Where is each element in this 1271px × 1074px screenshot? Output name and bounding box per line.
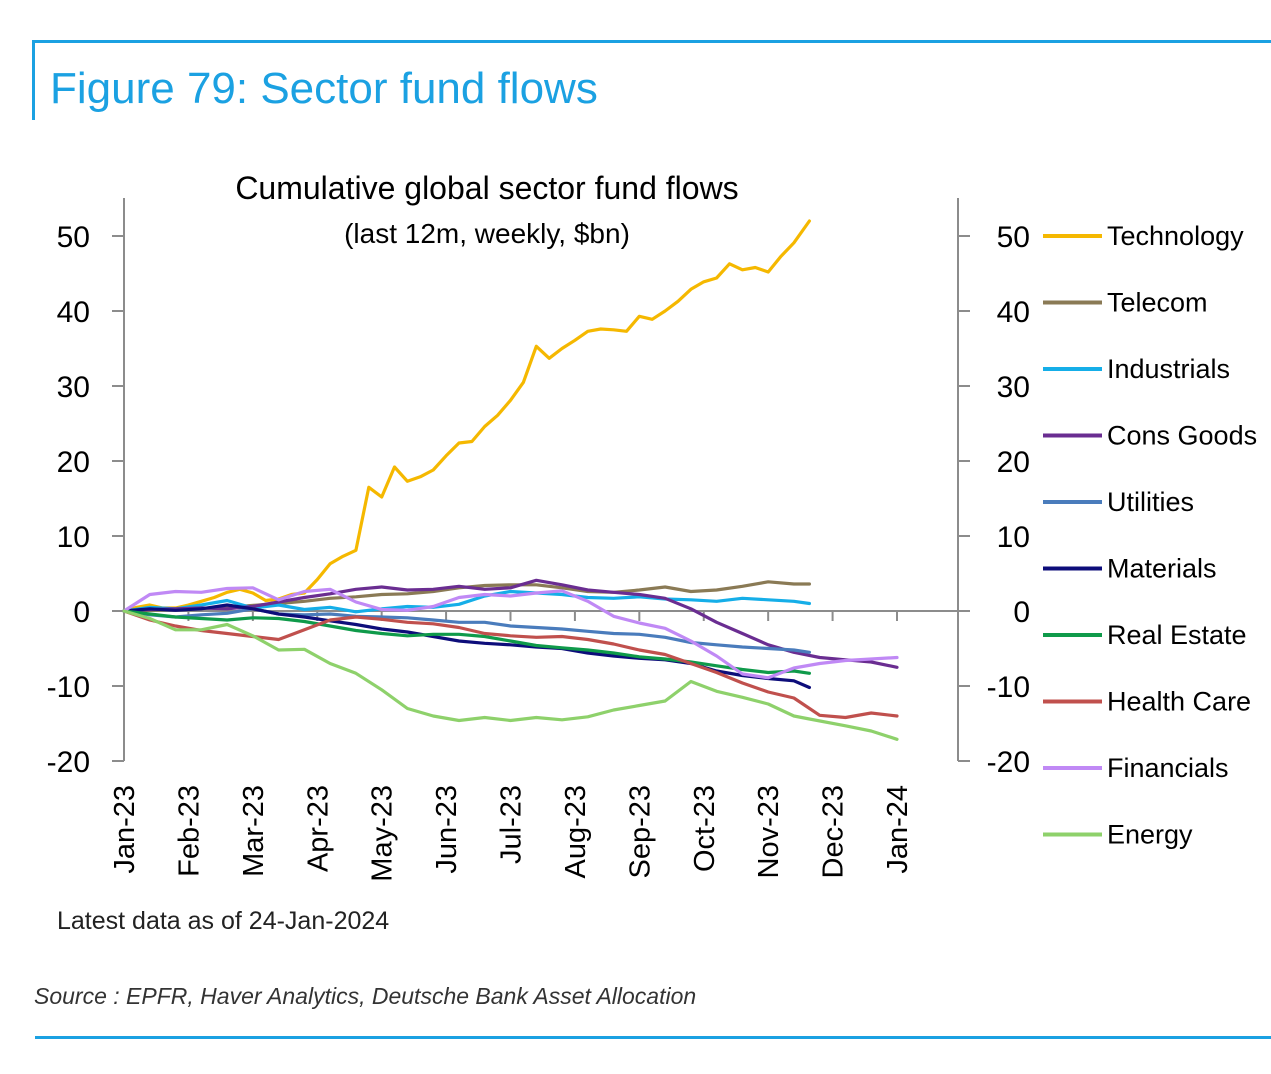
- x-tick-label: May-23: [367, 785, 399, 882]
- series-line-energy: [122, 609, 899, 741]
- series-line-industrials: [122, 589, 811, 614]
- x-tick-label: Nov-23: [753, 785, 785, 879]
- series-line-technology: [122, 219, 811, 613]
- y-tick-label-left: 40: [57, 296, 90, 329]
- figure-title: Figure 79: Sector fund flows: [50, 64, 598, 113]
- chart-title: Cumulative global sector fund flows: [235, 170, 738, 206]
- left-rule: [32, 40, 35, 120]
- y-tick-label-left: -20: [47, 746, 90, 779]
- axes: 50 50 40 40 30 30 20 20 10 10 0 0 -10 -10 -20 -20 Jan-23…: [47, 198, 1030, 882]
- x-tick-label: Jan-23: [109, 785, 141, 874]
- x-tick-label: Jul-23: [496, 785, 528, 864]
- series-line-telecom: [122, 580, 811, 613]
- series-line-utilities: [122, 607, 811, 654]
- series-layer: [122, 219, 899, 741]
- x-tick-label: Jan-24: [882, 785, 914, 874]
- series-line-cons-goods: [122, 578, 899, 669]
- y-tick-label-left: 30: [57, 371, 90, 404]
- series-line-real-estate: [122, 609, 811, 675]
- data-note: Latest data as of 24-Jan-2024: [57, 907, 390, 935]
- y-tick-label-right: 0: [1013, 596, 1030, 629]
- y-tick-label-left: 10: [57, 521, 90, 554]
- legend-label-industrials: Industrials: [1107, 354, 1230, 384]
- legend-label-financials: Financials: [1107, 753, 1229, 783]
- y-tick-label-right: 20: [997, 446, 1030, 479]
- legend-label-utilities: Utilities: [1107, 487, 1194, 517]
- legend-label-health-care: Health Care: [1107, 687, 1251, 717]
- y-tick-label-right: -20: [987, 746, 1030, 779]
- y-tick-label-right: -10: [987, 671, 1030, 704]
- y-tick-label-left: -10: [47, 671, 90, 704]
- y-tick-label-right: 50: [997, 221, 1030, 254]
- legend: Technology Telecom Industrials Cons Goods Ut…: [1043, 221, 1257, 850]
- x-tick-label: Aug-23: [560, 785, 592, 879]
- series-line-financials: [122, 586, 899, 680]
- x-tick-label: Dec-23: [818, 785, 850, 879]
- y-tick-label-right: 10: [997, 521, 1030, 554]
- y-tick-label-left: 0: [73, 596, 90, 629]
- chart-subtitle: (last 12m, weekly, $bn): [344, 218, 630, 249]
- y-tick-label-left: 20: [57, 446, 90, 479]
- legend-label-cons-goods: Cons Goods: [1107, 421, 1257, 451]
- legend-label-telecom: Telecom: [1107, 288, 1208, 318]
- x-tick-label: Oct-23: [689, 785, 721, 872]
- legend-label-materials: Materials: [1107, 554, 1217, 584]
- y-tick-label-right: 40: [997, 296, 1030, 329]
- x-tick-label: Sep-23: [624, 785, 656, 879]
- x-tick-label: Apr-23: [302, 785, 334, 872]
- legend-label-real-estate: Real Estate: [1107, 620, 1247, 650]
- legend-label-energy: Energy: [1107, 820, 1193, 850]
- y-tick-label-left: 50: [57, 221, 90, 254]
- bottom-rule: [35, 1036, 1271, 1039]
- x-tick-label: Jun-23: [431, 785, 463, 874]
- source-note: Source : EPFR, Haver Analytics, Deutsche…: [34, 983, 697, 1009]
- top-rule: [32, 40, 1271, 43]
- y-tick-label-right: 30: [997, 371, 1030, 404]
- legend-label-technology: Technology: [1107, 221, 1244, 251]
- x-tick-label: Feb-23: [173, 785, 205, 877]
- x-tick-label: Mar-23: [238, 785, 270, 877]
